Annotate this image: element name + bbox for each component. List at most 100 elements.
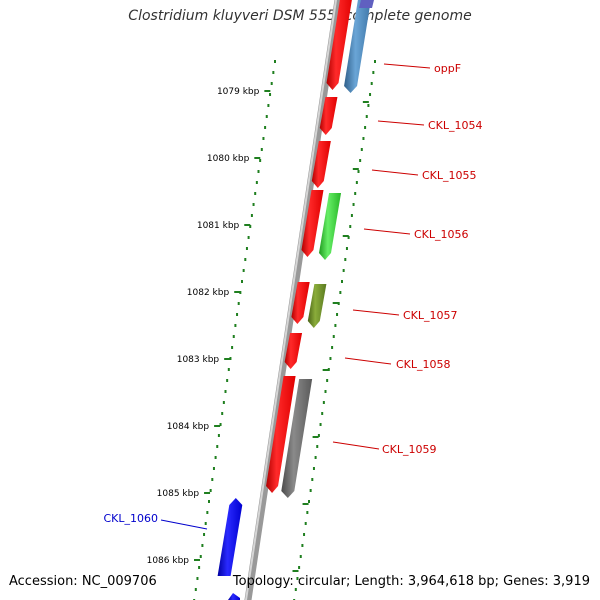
guide-dot-left <box>221 412 224 415</box>
guide-dot-left <box>211 478 214 481</box>
gene-ckl_1059-cog[interactable] <box>281 379 313 498</box>
tick-mark <box>234 291 241 293</box>
gene-ckl_1054[interactable] <box>319 97 338 135</box>
guide-dot-left <box>209 489 212 492</box>
guide-dot-left <box>194 588 197 591</box>
guide-dot-right <box>306 511 309 514</box>
guide-dot-left <box>224 390 227 393</box>
gene-ckl_1058[interactable] <box>284 333 303 369</box>
guide-dot-left <box>247 236 250 239</box>
guide-dot-left <box>216 445 219 448</box>
guide-dot-right <box>367 104 370 107</box>
guide-dot-right <box>299 555 302 558</box>
label-leader-line <box>377 120 425 126</box>
guide-dot-right <box>327 368 330 371</box>
gene-label-ckl_1058: CKL_1058 <box>396 358 451 371</box>
tick-mark-right <box>322 369 329 371</box>
gene-ckl_1055[interactable] <box>311 141 331 188</box>
guide-dot-right <box>360 148 363 151</box>
genome-backbone-highlight <box>244 0 338 600</box>
guide-dot-left <box>196 577 199 580</box>
gene-label-ckl_1055: CKL_1055 <box>422 169 477 182</box>
label-leader-line <box>363 228 411 235</box>
guide-dot-left <box>204 522 207 525</box>
gene-ckl_1060[interactable] <box>217 498 243 576</box>
guide-dot-left <box>201 544 204 547</box>
guide-dot-left <box>208 500 210 503</box>
genome-backbone <box>244 0 342 600</box>
gene-ckl_1056[interactable] <box>301 190 324 257</box>
guide-dot-left <box>206 511 209 514</box>
guide-dot-left <box>270 82 273 85</box>
gene-ckl_1057-cog[interactable] <box>307 284 327 328</box>
guide-dot-right <box>372 71 375 74</box>
guide-dot-left <box>239 291 242 294</box>
tick-label: 1084 kbp <box>167 422 210 432</box>
gene-ckl_1059[interactable] <box>266 376 296 493</box>
guide-dot-left <box>229 357 232 360</box>
guide-dot-right <box>342 269 345 272</box>
label-leader-line <box>332 441 380 450</box>
guide-dot-left <box>212 467 215 470</box>
guide-dot-left <box>257 170 260 173</box>
guide-dot-left <box>254 192 257 195</box>
guide-dot-right <box>308 500 310 503</box>
guide-dot-right <box>354 192 357 195</box>
accession-label: Accession: NC_009706 <box>9 574 157 589</box>
guide-dot-right <box>341 280 343 283</box>
guide-dot-left <box>214 456 217 459</box>
guide-dot-left <box>231 346 234 349</box>
tick-mark <box>194 559 200 561</box>
guide-dot-right <box>296 577 299 580</box>
guide-dot-right <box>303 533 306 536</box>
gene-ckl_1057[interactable] <box>291 282 310 324</box>
guide-dot-left <box>234 324 237 327</box>
gene-ckl_1056-cog[interactable] <box>319 193 342 260</box>
tick-mark <box>204 492 211 494</box>
gene-oppf-cog[interactable] <box>344 0 372 93</box>
tick-label: 1083 kbp <box>177 355 220 365</box>
gene-oppf[interactable] <box>326 0 354 90</box>
guide-dot-right <box>352 203 355 206</box>
guide-dot-right <box>355 181 358 184</box>
tick-label: 1081 kbp <box>197 221 240 231</box>
tick-mark-right <box>312 436 319 438</box>
guide-dot-left <box>259 159 262 162</box>
gene-label-ckl_1059: CKL_1059 <box>382 443 437 456</box>
guide-dot-right <box>370 82 373 85</box>
guide-dot-left <box>199 555 202 558</box>
guide-dot-left <box>203 533 206 536</box>
guide-dot-right <box>336 313 339 316</box>
guide-dot-right <box>332 335 335 338</box>
tick-mark <box>244 224 251 226</box>
guide-dot-right <box>364 126 367 129</box>
guide-dot-right <box>294 588 297 591</box>
guide-dot-right <box>322 401 325 404</box>
guide-dot-left <box>242 269 245 272</box>
map-title: Clostridium kluyveri DSM 555, complete g… <box>128 8 472 24</box>
guide-dot-left <box>264 126 267 129</box>
guide-dot-left <box>245 247 248 250</box>
guide-dot-right <box>312 467 315 470</box>
label-leader-line <box>160 519 208 530</box>
guide-dot-left <box>241 280 243 283</box>
guide-dot-right <box>321 412 324 415</box>
tick-mark <box>254 157 261 159</box>
guide-dot-left <box>198 566 201 569</box>
guide-dot-right <box>345 247 348 250</box>
guide-dot-left <box>249 225 252 228</box>
guide-dot-left <box>262 137 265 140</box>
guide-dot-right <box>365 115 368 118</box>
tick-mark <box>264 90 271 92</box>
guide-dot-right <box>304 522 307 525</box>
guide-dot-left <box>226 379 229 382</box>
guide-dot-right <box>298 566 301 569</box>
guide-dot-right <box>369 93 372 96</box>
guide-dot-left <box>260 148 263 151</box>
label-leader-line <box>383 63 431 69</box>
gene-label-oppf: oppF <box>434 62 461 75</box>
tick-label: 1082 kbp <box>187 288 230 298</box>
label-leader-line <box>344 357 392 365</box>
label-leader-line <box>352 309 400 316</box>
